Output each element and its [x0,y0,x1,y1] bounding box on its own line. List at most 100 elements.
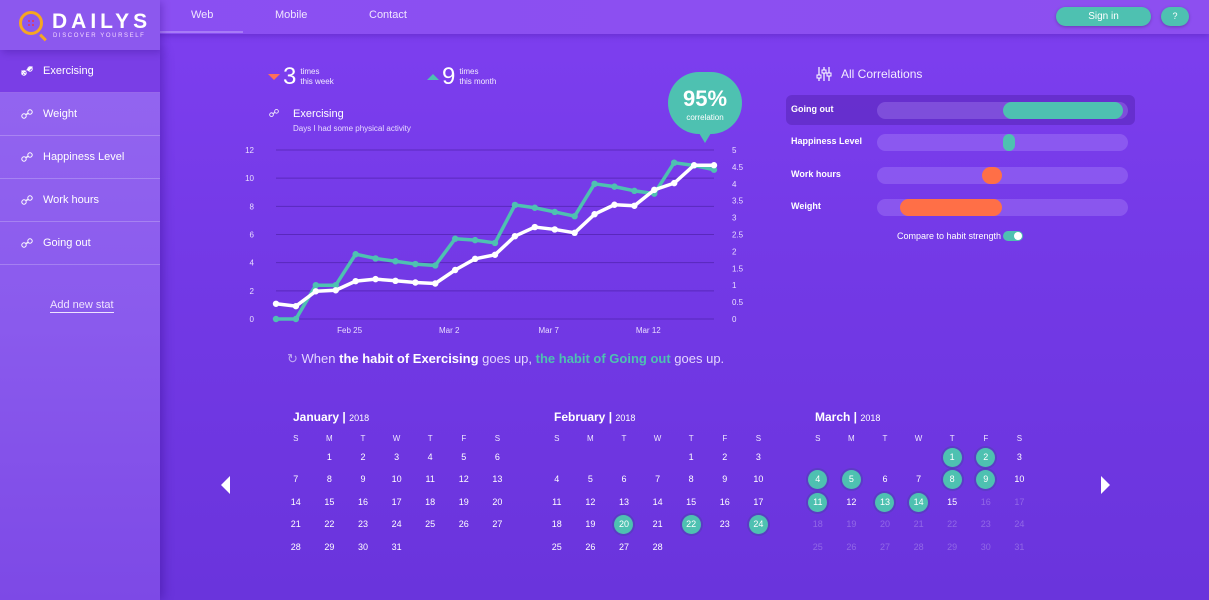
calendar-day[interactable]: 15 [324,496,335,507]
calendar-day[interactable]: 9 [722,474,728,485]
sidebar-item-weight[interactable]: Weight [0,93,160,136]
calendar-day[interactable]: 7 [655,474,661,485]
calendar-day[interactable]: 28 [913,541,924,552]
calendar-day[interactable]: 10 [1014,474,1025,485]
calendar-day[interactable]: 14 [902,491,936,513]
logo[interactable]: DAILYS DISCOVER YOURSELF [0,0,160,50]
correlation-row[interactable]: Work hours [786,160,1135,190]
calendar-day[interactable]: 7 [293,474,299,485]
compare-toggle[interactable] [1003,231,1023,241]
calendar-day[interactable]: 20 [607,513,641,535]
calendar-day[interactable]: 5 [587,474,593,485]
calendar-day[interactable]: 17 [1014,496,1025,507]
calendar-day[interactable]: 4 [554,474,560,485]
calendar-day[interactable]: 15 [947,496,958,507]
calendar-day[interactable]: 18 [425,496,436,507]
calendar-day[interactable]: 24 [742,513,776,535]
calendar-day[interactable]: 27 [618,541,629,552]
calendar-day[interactable]: 21 [290,519,301,530]
calendar-day[interactable]: 13 [868,491,902,513]
prev-month-arrow[interactable] [221,476,230,494]
calendar-day[interactable]: 16 [357,496,368,507]
calendar-day[interactable]: 10 [753,474,764,485]
calendar-day[interactable]: 26 [585,541,596,552]
line-chart[interactable]: 0 2 4 6 8 10 12 0 0.5 1 1.5 2 2.5 3 3.5 4 4.5 5 Feb 25 Mar … [240,140,760,340]
add-new-stat-link[interactable]: Add new stat [50,299,114,313]
calendar-day[interactable]: 9 [969,468,1003,490]
calendar-day[interactable]: 30 [357,541,368,552]
calendar-day[interactable]: 23 [980,519,991,530]
calendar-day[interactable]: 9 [360,474,366,485]
calendar-day[interactable]: 27 [492,519,503,530]
calendar-day[interactable]: 20 [492,496,503,507]
calendar-day[interactable]: 2 [969,446,1003,468]
calendar-day[interactable]: 13 [492,474,503,485]
calendar-day[interactable]: 16 [980,496,991,507]
calendar-day[interactable]: 2 [722,452,728,462]
calendar-day[interactable]: 19 [458,496,469,507]
calendar-day[interactable]: 28 [652,541,663,552]
calendar-day[interactable]: 26 [846,541,857,552]
calendar-day[interactable]: 5 [461,452,467,462]
correlation-row[interactable]: Weight [786,192,1135,222]
calendar-day[interactable]: 31 [391,541,402,552]
calendar-day[interactable]: 14 [652,496,663,507]
calendar-day[interactable]: 19 [585,519,596,530]
calendar-day[interactable]: 30 [980,541,991,552]
calendar-day[interactable]: 29 [947,541,958,552]
sidebar-item-work-hours[interactable]: Work hours [0,179,160,222]
sidebar-item-going-out[interactable]: Going out [0,222,160,265]
calendar-day[interactable]: 29 [324,541,335,552]
sidebar-item-exercising[interactable]: Exercising [0,50,160,93]
calendar-day[interactable]: 11 [552,496,562,507]
calendar-day[interactable]: 4 [801,468,835,490]
calendar-day[interactable]: 2 [360,452,366,462]
calendar-day[interactable]: 4 [427,452,433,462]
calendar-day[interactable]: 22 [324,519,335,530]
calendar-day[interactable]: 1 [935,446,969,468]
calendar-day[interactable]: 18 [551,519,562,530]
calendar-day[interactable]: 21 [913,519,924,530]
calendar-day[interactable]: 1 [688,452,694,462]
calendar-day[interactable]: 3 [1016,452,1022,462]
calendar-day[interactable]: 22 [947,519,958,530]
calendar-day[interactable]: 24 [391,519,402,530]
calendar-day[interactable]: 16 [719,496,730,507]
sidebar-item-happiness-level[interactable]: Happiness Level [0,136,160,179]
tab-contact[interactable]: Contact [369,9,407,21]
calendar-day[interactable]: 12 [458,474,469,485]
calendar-day[interactable]: 13 [618,496,629,507]
calendar-day[interactable]: 8 [935,468,969,490]
calendar-day[interactable]: 3 [394,452,400,462]
calendar-day[interactable]: 11 [801,491,835,513]
calendar-day[interactable]: 31 [1014,541,1025,552]
calendar-day[interactable]: 10 [391,474,402,485]
calendar-day[interactable]: 23 [357,519,368,530]
help-button[interactable]: ? [1161,7,1189,26]
calendar-day[interactable]: 25 [425,519,436,530]
calendar-day[interactable]: 23 [719,519,730,530]
calendar-day[interactable]: 14 [290,496,301,507]
calendar-day[interactable]: 25 [812,541,823,552]
calendar-day[interactable]: 6 [494,452,500,462]
calendar-day[interactable]: 28 [290,541,301,552]
correlation-row[interactable]: Going out [786,95,1135,125]
calendar-day[interactable]: 1 [326,452,332,462]
calendar-day[interactable]: 7 [916,474,922,485]
refresh-icon[interactable]: ↻ [287,351,298,366]
calendar-day[interactable]: 11 [425,474,435,485]
calendar-day[interactable]: 27 [879,541,890,552]
calendar-day[interactable]: 12 [846,496,857,507]
correlation-row[interactable]: Happiness Level [786,127,1135,157]
calendar-day[interactable]: 15 [686,496,697,507]
calendar-day[interactable]: 25 [551,541,562,552]
calendar-day[interactable]: 8 [326,474,332,485]
calendar-day[interactable]: 6 [621,474,627,485]
calendar-day[interactable]: 24 [1014,519,1025,530]
calendar-day[interactable]: 12 [585,496,596,507]
calendar-day[interactable]: 18 [812,519,823,530]
calendar-day[interactable]: 8 [688,474,694,485]
tab-mobile[interactable]: Mobile [275,9,308,21]
calendar-day[interactable]: 22 [674,513,708,535]
calendar-day[interactable]: 17 [391,496,402,507]
